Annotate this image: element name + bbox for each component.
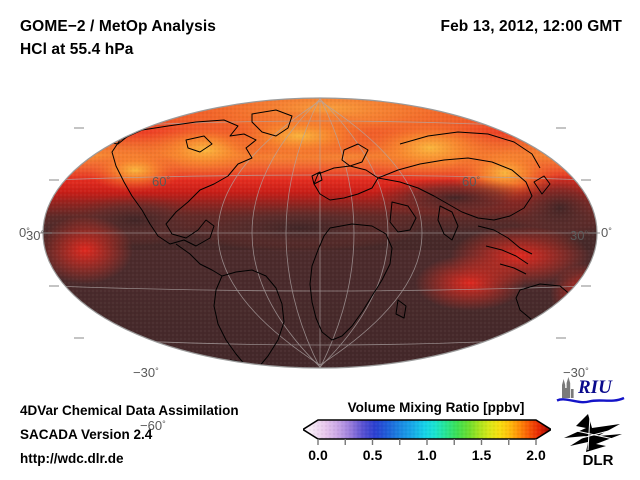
- colorbar-ticks: [317, 439, 537, 445]
- colorbar-tick-2: 1.0: [417, 447, 437, 463]
- lat-label-right-30: 30°: [570, 228, 589, 243]
- colorbar-tick-0: 0.0: [308, 447, 328, 463]
- riu-logo-svg: RIU: [556, 377, 625, 404]
- colorbar-tick-3: 1.5: [471, 447, 492, 463]
- colorbar-tick-1: 0.5: [362, 447, 383, 463]
- map-field: [43, 98, 597, 368]
- footer-line-version: SACADA Version 2.4: [20, 427, 153, 442]
- page-title: GOME−2 / MetOp Analysis: [20, 18, 216, 35]
- lat-label-left-60: 60°: [152, 174, 171, 189]
- dlr-logo-svg: DLR: [564, 414, 622, 469]
- lat-label-right-0: 0°: [601, 225, 612, 240]
- colorbar-title: Volume Mixing Ratio [ppbv]: [347, 400, 525, 415]
- lat-label-left-m60: −60°: [140, 418, 166, 433]
- dlr-logo: DLR: [562, 412, 636, 470]
- dlr-wordmark: DLR: [583, 452, 614, 469]
- footer-line-method: 4DVar Chemical Data Assimilation: [20, 403, 239, 418]
- timestamp-label: Feb 13, 2012, 12:00 GMT: [440, 18, 622, 35]
- dlr-mark-icon: [564, 414, 622, 452]
- page-subtitle: HCl at 55.4 hPa: [20, 41, 134, 58]
- colorbar-tick-labels: 0.0 0.5 1.0 1.5 2.0: [303, 447, 551, 467]
- latitude-ticks: [40, 127, 600, 339]
- riu-wordmark: RIU: [577, 377, 613, 398]
- colorbar-tick-4: 2.0: [526, 447, 546, 463]
- footer-line-url[interactable]: http://wdc.dlr.de: [20, 451, 124, 466]
- lat-label-right-60: 60°: [462, 174, 481, 189]
- colorbar: [301, 419, 553, 445]
- lat-label-left-30: 30°: [26, 228, 45, 243]
- lat-label-left-m30: −30°: [133, 365, 159, 380]
- colorbar-gradient: [303, 420, 551, 439]
- lat-label-right-m30: −30°: [563, 365, 589, 380]
- wave-icon: [556, 396, 625, 404]
- colorbar-svg: [301, 419, 553, 445]
- mollweide-map: [40, 97, 600, 369]
- graticule: [43, 98, 597, 368]
- dlr-mark-lines: [571, 415, 619, 451]
- lat-label-left-0: 0°: [19, 225, 30, 240]
- map-panel: 60° 30° 0° −30° −60° 60° 30° 0° −30° −60…: [0, 78, 640, 433]
- cathedral-icon: [562, 377, 574, 398]
- riu-logo: RIU: [556, 376, 636, 408]
